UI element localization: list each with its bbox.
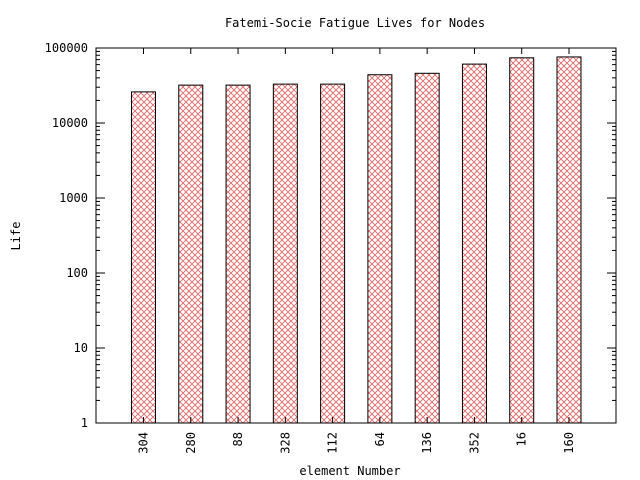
x-tick-label: 64 bbox=[373, 432, 387, 446]
y-axis-label: Life bbox=[9, 222, 23, 251]
x-axis-label: element Number bbox=[299, 464, 400, 478]
bars bbox=[131, 56, 582, 424]
plot-frame bbox=[95, 47, 617, 424]
bar bbox=[225, 84, 251, 424]
y-tick-label: 10000 bbox=[52, 116, 88, 130]
y-tick-label: 100000 bbox=[45, 41, 88, 55]
x-tick-label: 112 bbox=[326, 432, 340, 454]
y-tick-label: 100 bbox=[66, 266, 88, 280]
x-tick-label: 136 bbox=[420, 432, 434, 454]
bar bbox=[461, 63, 487, 424]
x-tick-label: 160 bbox=[562, 432, 576, 454]
bar bbox=[272, 83, 298, 424]
bar bbox=[178, 84, 204, 424]
x-tick-label: 352 bbox=[467, 432, 481, 454]
x-axis: 304 280 88 328 112 64 136 352 16 160 bbox=[137, 48, 576, 454]
chart-title: Fatemi-Socie Fatigue Lives for Nodes bbox=[225, 16, 485, 30]
y-axis: 1 10 100 1000 10000 100000 bbox=[45, 41, 616, 430]
y-tick-label: 1000 bbox=[59, 191, 88, 205]
y-tick-label: 1 bbox=[81, 416, 88, 430]
bar bbox=[131, 91, 156, 424]
bar bbox=[414, 72, 440, 424]
x-tick-label: 280 bbox=[184, 432, 198, 454]
x-tick-label: 88 bbox=[231, 432, 245, 446]
x-tick-label: 304 bbox=[137, 432, 151, 454]
bar bbox=[556, 56, 582, 424]
y-tick-label: 10 bbox=[74, 341, 88, 355]
bar bbox=[320, 83, 346, 424]
x-tick-label: 16 bbox=[515, 432, 529, 446]
x-tick-label: 328 bbox=[278, 432, 292, 454]
bar bbox=[367, 74, 393, 424]
bar bbox=[509, 57, 535, 424]
